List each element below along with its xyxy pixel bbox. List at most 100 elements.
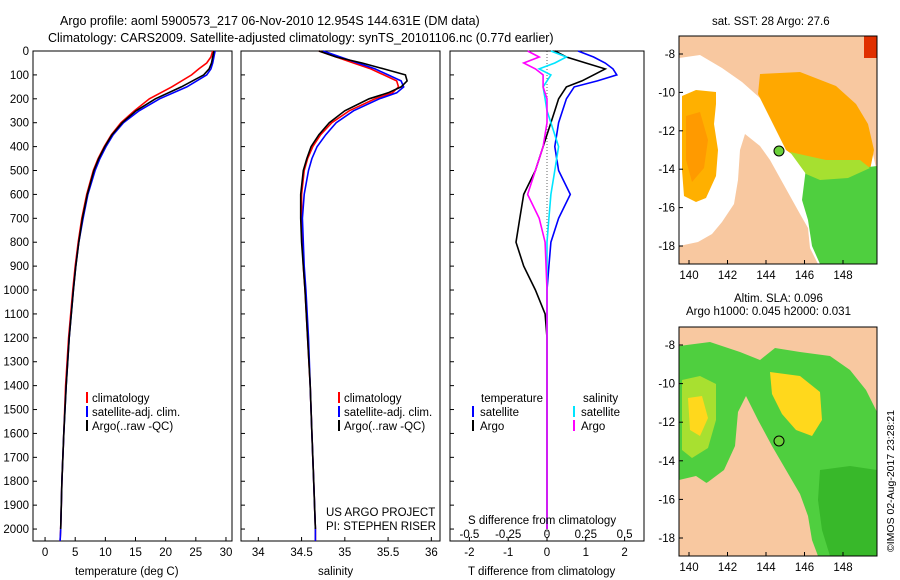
temperature-axis-label: temperature (deg C)	[75, 566, 179, 578]
depth-tick-label: 1200	[3, 333, 29, 345]
series-line-climatology	[59, 50, 214, 542]
temperature-panel: 0100200300400500600700800900100011001200…	[3, 46, 454, 578]
salinity-panel: 34 34.5 35 35.5 36 salinity climatology sate…	[240, 50, 441, 578]
legend-t-argo-label: Argo	[480, 421, 504, 433]
difference-legend: temperature salinity satellite Argo sate…	[472, 393, 620, 433]
sla-map-frame	[678, 326, 878, 557]
series-line-argo-raw-qc-	[59, 50, 215, 530]
series-line-salinity-argo	[521, 50, 548, 529]
sla-field-yellow-gulf	[688, 396, 708, 436]
map-lat-label: -14	[658, 456, 675, 468]
series-line-temperature-satellite	[546, 50, 619, 529]
map-lon-label: 140	[679, 562, 698, 574]
legend-s-satellite-swatch	[573, 406, 575, 417]
sst-map-title: sat. SST: 28 Argo: 27.6	[712, 16, 830, 28]
legend-salinity-heading: salinity	[583, 393, 618, 405]
x-tick-label: -1	[503, 547, 513, 559]
series-line-salinity-satellite	[537, 50, 569, 529]
sla-map-title-1: Altim. SLA: 0.096	[734, 293, 823, 305]
depth-tick-label: 1100	[4, 309, 29, 321]
depth-tick-label: 800	[10, 237, 29, 249]
sst-field-coral	[758, 72, 874, 176]
depth-tick-label: 1600	[3, 428, 29, 440]
s-difference-tick-label: -0.5	[459, 529, 479, 541]
depth-tick-label: 100	[10, 70, 29, 82]
x-tick-label: 0	[42, 547, 48, 559]
legend-argo-swatch	[86, 420, 88, 431]
sst-argo-marker	[773, 145, 785, 157]
x-tick-label: 34.5	[290, 547, 312, 559]
s-difference-tick-label: 0	[544, 529, 550, 541]
map-lat-label: -8	[665, 49, 675, 61]
map-lat-label: -16	[658, 203, 675, 215]
depth-tick-label: 0	[23, 46, 29, 58]
depth-tick-label: 1000	[3, 285, 29, 297]
x-tick-label: 15	[129, 547, 142, 559]
depth-tick-label: 1300	[3, 357, 29, 369]
sla-field-deepgreen	[818, 466, 877, 556]
legend-satellite-label: satellite-adj. clim.	[92, 407, 180, 419]
x-tick-label: 35.5	[377, 547, 399, 559]
difference-x-axis: -2 -1 0 1 2	[464, 537, 628, 559]
legend2-climatology-swatch	[338, 392, 340, 403]
depth-tick-label: 500	[10, 166, 29, 178]
difference-series	[515, 50, 619, 529]
sla-map-title-2: Argo h1000: 0.045 h2000: 0.031	[686, 306, 851, 318]
s-difference-tick-label: 0.5	[617, 529, 633, 541]
map-lon-label: 142	[718, 562, 737, 574]
project-label: US ARGO PROJECT	[326, 507, 435, 519]
sst-map-ticks: -8 -10 -12 -14 -16 -18 140 142 144 146 148	[658, 49, 852, 282]
pi-label: PI: STEPHEN RISER	[326, 521, 436, 533]
map-lon-label: 140	[679, 270, 698, 282]
depth-axis: 0 100 200 300 400 500 600 700 800 900 1000 1100 1200…	[3, 46, 454, 536]
header-line-1: Argo profile: aoml 5900573_217 06-Nov-20…	[60, 14, 480, 28]
x-tick-label: 20	[159, 547, 172, 559]
map-lon-label: 144	[756, 270, 776, 282]
legend-climatology-label: climatology	[92, 393, 150, 405]
depth-tick-label: 1500	[3, 405, 29, 417]
depth-tick-label: 700	[10, 213, 29, 225]
sla-field-yellow-sea	[770, 372, 822, 436]
x-tick-label: 2	[621, 547, 627, 559]
depth-tick-label: 600	[10, 189, 29, 201]
depth-tick-label: 1900	[3, 500, 29, 512]
x-tick-label: 0	[544, 547, 550, 559]
x-tick-label: 1	[583, 547, 589, 559]
sst-field-gulf-deep	[686, 112, 708, 182]
sla-map-ticks: -8 -10 -12 -14 -16 -18 140 142 144 146 148	[658, 340, 852, 574]
header-line-2: Climatology: CARS2009. Satellite-adjuste…	[48, 31, 554, 45]
map-lon-label: 148	[833, 562, 852, 574]
depth-tick-label: 400	[10, 142, 29, 154]
series-line-satellite-adj-clim-	[59, 50, 216, 542]
legend-satellite-swatch	[86, 406, 88, 417]
sla-coast-left	[679, 476, 716, 556]
s-difference-axis-label: S difference from climatology	[468, 515, 616, 527]
depth-tick-label: 900	[10, 261, 29, 273]
legend-t-satellite-swatch	[472, 406, 474, 417]
s-difference-tick-label: -0.25	[495, 529, 521, 541]
series-line-satellite-adj-clim-	[301, 50, 405, 541]
legend-s-argo-label: Argo	[581, 421, 605, 433]
legend-temperature-heading: temperature	[481, 393, 543, 405]
map-lat-label: -12	[658, 417, 675, 429]
temperature-legend: climatology satellite-adj. clim. Argo(..…	[86, 392, 180, 433]
imos-watermark: ©IMOS 02-Aug-2017 23:28:21	[885, 410, 897, 552]
temperature-series	[59, 50, 216, 542]
map-lat-label: -10	[658, 87, 675, 99]
legend-s-satellite-label: satellite	[581, 407, 620, 419]
map-lon-label: 146	[795, 270, 814, 282]
legend-t-argo-swatch	[472, 420, 474, 431]
legend-argo-label: Argo(..raw -QC)	[92, 421, 173, 433]
sst-map: sat. SST: 28 Argo: 27.6 -8 -10 -12 -14 -16 -1…	[658, 16, 878, 282]
depth-tick-label: 300	[10, 118, 29, 130]
salinity-plot-frame	[240, 50, 441, 542]
x-tick-label: 35	[338, 547, 351, 559]
series-line-climatology	[300, 50, 400, 541]
legend-climatology-swatch	[86, 392, 88, 403]
legend-s-argo-swatch	[573, 420, 575, 431]
difference-panel: -2 -1 0 1 2 S difference from climatology -0…	[449, 50, 645, 578]
depth-tick-label: 1700	[3, 452, 29, 464]
x-tick-label: -2	[464, 547, 474, 559]
sst-map-frame	[678, 35, 878, 265]
legend2-argo-label: Argo(..raw -QC)	[344, 421, 425, 433]
